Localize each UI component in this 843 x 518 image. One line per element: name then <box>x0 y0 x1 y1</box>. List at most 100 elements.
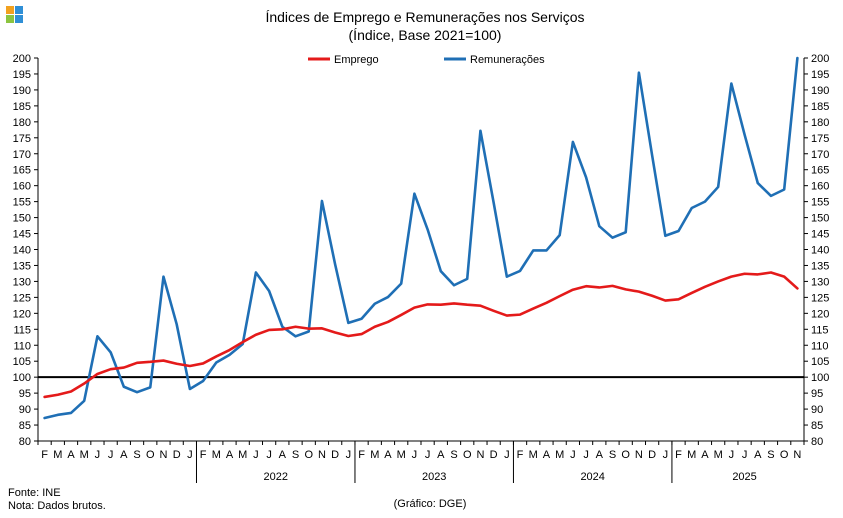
x-tick-label-month: F <box>358 449 365 461</box>
y-tick-label-left: 140 <box>13 245 31 257</box>
x-tick-label-month: J <box>504 449 510 461</box>
x-tick-label-month: O <box>146 449 155 461</box>
x-tick-label-month: M <box>370 449 379 461</box>
x-tick-label-month: J <box>187 449 193 461</box>
x-tick-label-month: J <box>729 449 735 461</box>
legend-label-emprego: Emprego <box>334 54 379 66</box>
logo-square-bottom-right <box>15 15 23 23</box>
y-tick-label-left: 180 <box>13 117 31 129</box>
logo-square-top-left <box>6 6 14 14</box>
y-tick-label-left: 110 <box>13 340 31 352</box>
x-tick-label-month: O <box>304 449 313 461</box>
x-tick-label-month: M <box>238 449 247 461</box>
year-label: 2025 <box>732 471 756 483</box>
y-tick-label-left: 85 <box>19 420 31 432</box>
y-tick-label-left: 105 <box>13 356 31 368</box>
year-label: 2024 <box>580 471 604 483</box>
x-tick-label-month: F <box>200 449 207 461</box>
y-tick-label-right: 185 <box>811 101 829 113</box>
y-tick-label-right: 140 <box>811 245 829 257</box>
series-line-remuneracoes <box>43 56 799 420</box>
y-tick-label-right: 160 <box>811 181 829 193</box>
y-tick-label-left: 100 <box>13 372 31 384</box>
x-tick-label-month: N <box>793 449 801 461</box>
y-tick-label-left: 185 <box>13 101 31 113</box>
y-tick-label-left: 165 <box>13 165 31 177</box>
x-tick-label-month: O <box>780 449 789 461</box>
y-tick-label-right: 125 <box>811 292 829 304</box>
logo-square-top-right <box>15 6 23 14</box>
x-tick-label-month: A <box>754 449 762 461</box>
y-tick-label-left: 155 <box>13 197 31 209</box>
x-tick-label-month: M <box>397 449 406 461</box>
x-tick-label-month: D <box>490 449 498 461</box>
x-tick-label-month: S <box>292 449 299 461</box>
y-tick-label-right: 195 <box>811 69 829 81</box>
series-line-emprego <box>43 271 799 399</box>
x-tick-label-month: M <box>714 449 723 461</box>
y-tick-label-left: 145 <box>13 229 31 241</box>
y-tick-label-right: 190 <box>811 85 829 97</box>
y-tick-label-left: 115 <box>13 324 31 336</box>
x-tick-label-month: A <box>596 449 604 461</box>
logo <box>6 6 23 23</box>
x-tick-label-month: O <box>621 449 630 461</box>
x-tick-label-month: J <box>253 449 259 461</box>
x-tick-label-month: M <box>53 449 62 461</box>
x-tick-label-month: A <box>226 449 234 461</box>
y-tick-label-left: 170 <box>13 149 31 161</box>
x-tick-label-month: M <box>687 449 696 461</box>
year-label: 2023 <box>422 471 446 483</box>
x-tick-label-month: J <box>742 449 748 461</box>
data-note: Nota: Dados brutos. <box>8 500 106 512</box>
x-tick-label-month: F <box>675 449 682 461</box>
x-tick-label-month: S <box>767 449 774 461</box>
y-tick-label-right: 115 <box>811 324 829 336</box>
y-tick-label-left: 160 <box>13 181 31 193</box>
x-tick-label-month: J <box>412 449 418 461</box>
x-tick-label-month: A <box>279 449 287 461</box>
x-tick-label-month: S <box>609 449 616 461</box>
x-tick-label-month: N <box>318 449 326 461</box>
x-tick-label-month: J <box>95 449 101 461</box>
source-note: Fonte: INE <box>8 487 61 499</box>
y-tick-label-left: 95 <box>19 388 31 400</box>
x-tick-label-month: A <box>120 449 128 461</box>
x-tick-label-month: J <box>570 449 576 461</box>
y-tick-label-right: 175 <box>811 133 829 145</box>
x-tick-label-month: D <box>648 449 656 461</box>
y-tick-label-left: 130 <box>13 276 31 288</box>
chart-subtitle: (Índice, Base 2021=100) <box>349 27 502 43</box>
x-tick-label-month: D <box>331 449 339 461</box>
x-tick-label-month: M <box>80 449 89 461</box>
y-tick-label-right: 100 <box>811 372 829 384</box>
y-tick-label-right: 145 <box>811 229 829 241</box>
y-tick-label-left: 195 <box>13 69 31 81</box>
y-tick-label-left: 125 <box>13 292 31 304</box>
x-tick-label-month: J <box>425 449 431 461</box>
year-label: 2022 <box>263 471 287 483</box>
x-tick-label-month: D <box>173 449 181 461</box>
y-tick-label-right: 135 <box>811 260 829 272</box>
legend-label-remuneracoes: Remunerações <box>470 54 545 66</box>
x-tick-label-month: M <box>212 449 221 461</box>
y-tick-label-right: 80 <box>811 436 823 448</box>
logo-square-bottom-left <box>6 15 14 23</box>
x-tick-label-month: J <box>663 449 669 461</box>
x-tick-label-month: N <box>476 449 484 461</box>
x-tick-label-month: A <box>67 449 75 461</box>
y-tick-label-right: 130 <box>811 276 829 288</box>
legend: Emprego Remunerações <box>308 54 545 66</box>
x-tick-label-month: F <box>41 449 48 461</box>
x-tick-label-month: F <box>517 449 524 461</box>
x-tick-label-month: M <box>555 449 564 461</box>
y-tick-label-right: 110 <box>811 340 829 352</box>
x-tick-label-month: A <box>543 449 551 461</box>
x-tick-label-month: N <box>635 449 643 461</box>
plot-area <box>38 56 804 420</box>
y-tick-label-right: 170 <box>811 149 829 161</box>
graph-credit: (Gráfico: DGE) <box>394 498 467 510</box>
x-tick-label-month: J <box>266 449 272 461</box>
y-tick-label-right: 200 <box>811 53 829 65</box>
